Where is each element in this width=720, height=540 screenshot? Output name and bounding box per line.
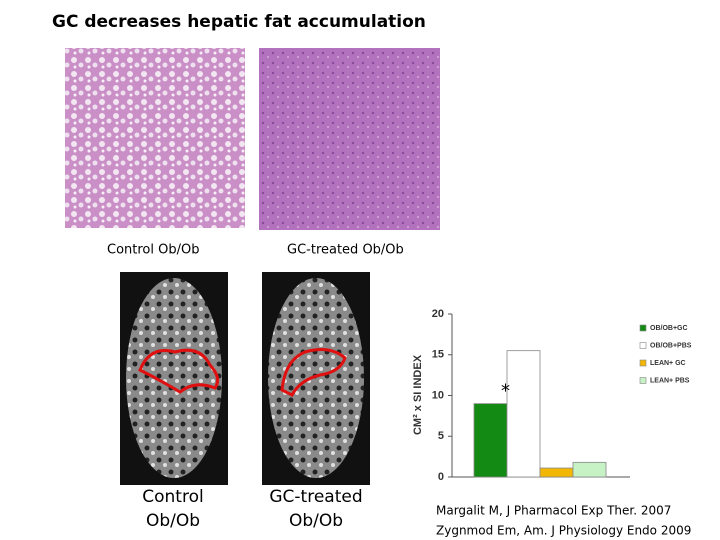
y-tick-label: 10 — [432, 389, 444, 401]
slide-title: GC decreases hepatic fat accumulation — [52, 12, 426, 32]
mri-body — [126, 278, 222, 478]
mri-body — [268, 278, 364, 478]
legend-label: LEAN+ GC — [650, 360, 686, 367]
y-axis-label: CM² x SI INDEX — [412, 354, 424, 435]
mri-caption: Ob/Ob — [289, 511, 343, 531]
y-tick-label: 5 — [438, 430, 444, 442]
y-tick-label: 0 — [438, 471, 444, 483]
histology-gc — [259, 48, 440, 230]
citation: Zygnmod Em, Am. J Physiology Endo 2009 — [436, 524, 691, 538]
histology-caption: GC-treated Ob/Ob — [287, 243, 404, 258]
bar — [539, 467, 574, 478]
liver-outline — [138, 348, 220, 394]
legend-swatch — [639, 342, 647, 349]
legend-label: LEAN+ PBS — [650, 377, 690, 384]
bar — [473, 403, 508, 478]
citation: Margalit M, J Pharmacol Exp Ther. 2007 — [436, 504, 671, 518]
y-tick-label: 15 — [432, 349, 444, 361]
histology-caption: Control Ob/Ob — [107, 243, 199, 258]
legend-swatch — [639, 377, 647, 384]
annotation: * — [501, 381, 510, 402]
liver-outline — [280, 348, 347, 397]
mri-caption: Control — [142, 487, 203, 507]
bar — [506, 350, 541, 478]
legend-swatch — [639, 324, 647, 332]
mri-caption: GC-treated — [269, 487, 362, 507]
bar — [572, 461, 607, 478]
histology-control — [65, 48, 245, 228]
legend-label: OB/OB+PBS — [650, 342, 692, 349]
y-tick-label: 20 — [432, 308, 444, 320]
legend-label: OB/OB+GC — [650, 325, 688, 332]
mri-caption: Ob/Ob — [146, 511, 200, 531]
legend-swatch — [639, 359, 647, 367]
